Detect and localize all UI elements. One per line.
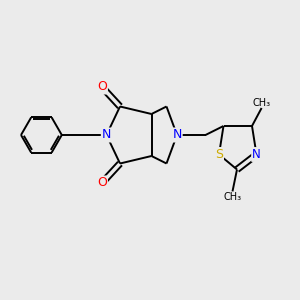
Text: N: N [252, 148, 261, 161]
Text: N: N [102, 128, 111, 142]
Text: CH₃: CH₃ [224, 192, 242, 202]
Text: CH₃: CH₃ [253, 98, 271, 108]
Text: N: N [172, 128, 182, 142]
Text: O: O [97, 80, 107, 94]
Text: O: O [97, 176, 107, 190]
Text: S: S [215, 148, 223, 161]
